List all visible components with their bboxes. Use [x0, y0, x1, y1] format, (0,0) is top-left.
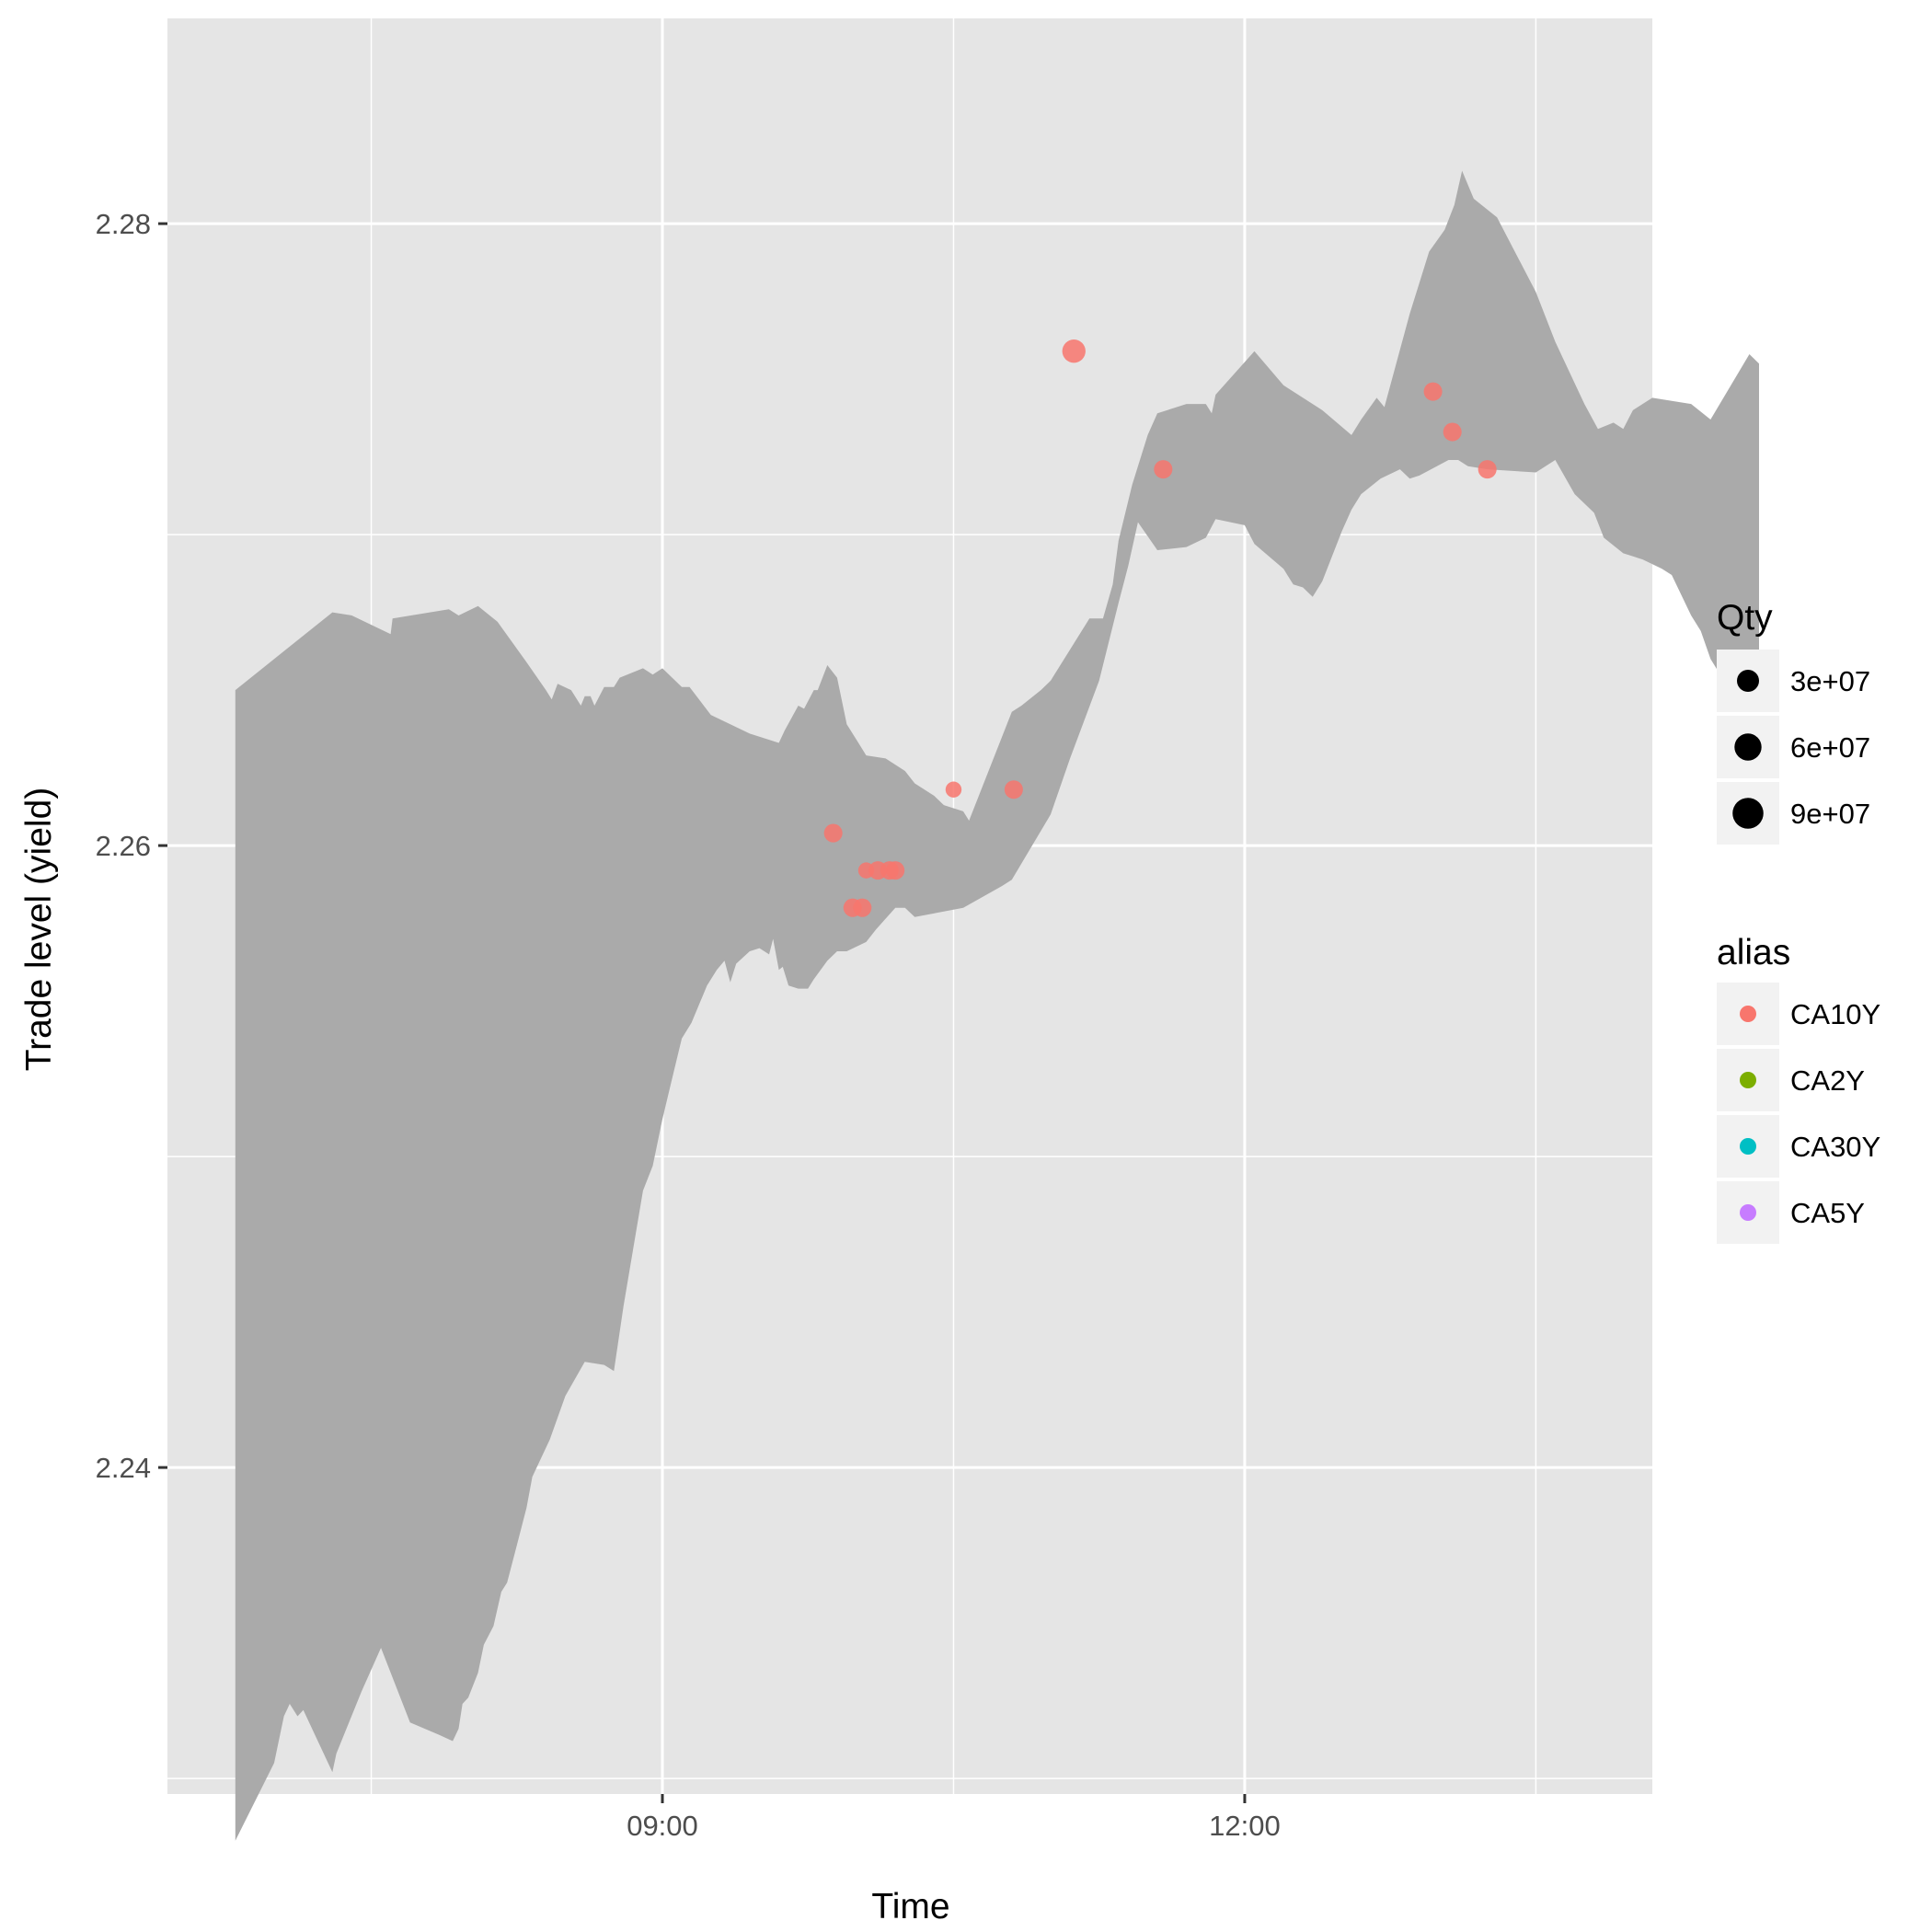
legend-color-symbol: [1740, 1072, 1756, 1088]
legend-size-title: Qty: [1717, 598, 1773, 638]
trade-point: [1004, 780, 1023, 799]
legend-color-symbol: [1740, 1204, 1756, 1221]
trade-point: [853, 898, 872, 917]
trade-point: [1478, 460, 1497, 479]
legend-size-label: 6e+07: [1790, 731, 1870, 764]
legend-color-label: CA5Y: [1790, 1197, 1865, 1229]
trade-point: [823, 823, 843, 843]
legend-color-label: CA10Y: [1790, 998, 1880, 1030]
legend-color-title: alias: [1717, 933, 1790, 972]
confidence-band: [235, 170, 1759, 1841]
x-tick-label: 12:00: [1209, 1810, 1281, 1842]
y-tick-label: 2.28: [96, 208, 151, 240]
legend-size-symbol: [1732, 798, 1764, 829]
y-tick-label: 2.26: [96, 830, 151, 862]
legend-size: Qty 3e+07 6e+07 9e+07: [1717, 598, 1870, 845]
y-axis: 2.24 2.26 2.28: [96, 208, 167, 1484]
trade-points: [823, 339, 1497, 917]
trade-point: [1443, 422, 1462, 442]
legend-size-symbol: [1737, 670, 1759, 692]
x-axis-title: Time: [871, 1887, 949, 1926]
x-tick-label: 09:00: [627, 1810, 698, 1842]
x-axis: 09:00 12:00: [627, 1794, 1281, 1842]
legend-color-label: CA30Y: [1790, 1131, 1880, 1163]
legend-color-label: CA2Y: [1790, 1064, 1865, 1097]
trade-point: [1423, 382, 1443, 401]
y-tick-label: 2.24: [96, 1452, 151, 1484]
trade-point: [1154, 460, 1173, 479]
trade-point: [945, 781, 962, 798]
legend-size-label: 9e+07: [1790, 798, 1870, 830]
trade-point: [886, 861, 905, 880]
legend-color: alias CA10Y CA2Y CA30Y CA5Y: [1717, 933, 1880, 1244]
y-axis-title: Trade level (yield): [19, 788, 59, 1072]
trade-point: [1062, 339, 1086, 363]
legend-color-symbol: [1740, 1006, 1756, 1022]
legend-size-symbol: [1734, 733, 1762, 761]
legend-size-label: 3e+07: [1790, 665, 1870, 697]
legend-color-symbol: [1740, 1138, 1756, 1155]
